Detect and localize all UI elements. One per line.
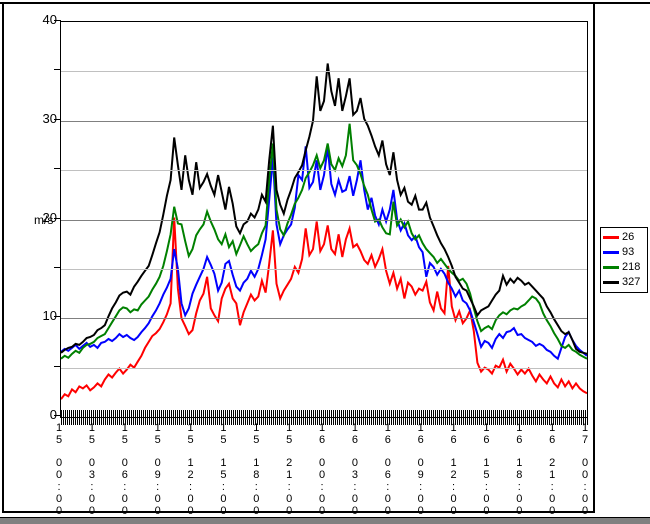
y-axis-tick	[54, 267, 61, 268]
legend-item-label: 327	[622, 276, 641, 288]
series-plot	[61, 63, 587, 400]
y-axis-tick	[54, 168, 61, 169]
legend-swatch	[603, 236, 619, 239]
series-93-line	[61, 146, 587, 361]
series-327-line	[61, 63, 587, 355]
legend-item: 327	[603, 275, 647, 290]
y-axis-tick	[54, 119, 61, 120]
legend-swatch	[603, 251, 619, 254]
minor-gridline	[61, 269, 587, 270]
major-gridline	[61, 318, 587, 319]
y-axis-tick	[54, 316, 61, 317]
legend-item-label: 93	[622, 246, 635, 258]
legend-item: 93	[603, 245, 647, 260]
y-axis-tick	[54, 69, 61, 70]
y-axis-tick-label: 20	[42, 209, 57, 225]
major-gridline	[61, 220, 587, 221]
y-axis-tick-label: 10	[42, 308, 57, 324]
series-26-line	[61, 217, 587, 400]
y-axis-tick	[54, 415, 61, 416]
legend-swatch	[603, 266, 619, 269]
y-axis-tick	[54, 366, 61, 367]
legend-item: 26	[603, 230, 647, 245]
y-axis-tick	[54, 20, 61, 21]
legend-item-label: 26	[622, 231, 635, 243]
legend-swatch	[603, 281, 619, 284]
y-axis-tick-label: 30	[42, 110, 57, 126]
plot-area	[60, 21, 588, 418]
y-axis-tick	[54, 218, 61, 219]
legend-item: 218	[603, 260, 647, 275]
legend-item-label: 218	[622, 261, 641, 273]
window-bottom-edge	[0, 517, 650, 524]
legend-box: 26 93 218 327	[600, 227, 648, 293]
major-gridline	[61, 121, 587, 122]
minor-gridline	[61, 368, 587, 369]
minor-gridline	[61, 170, 587, 171]
y-axis-unit-label: m/s	[34, 213, 54, 227]
y-axis-tick-label: 40	[42, 12, 57, 27]
y-axis-tick-label: 0	[49, 407, 57, 422]
x-axis-tick-band	[61, 410, 588, 425]
minor-gridline	[61, 71, 587, 72]
series-218-line	[61, 123, 587, 360]
